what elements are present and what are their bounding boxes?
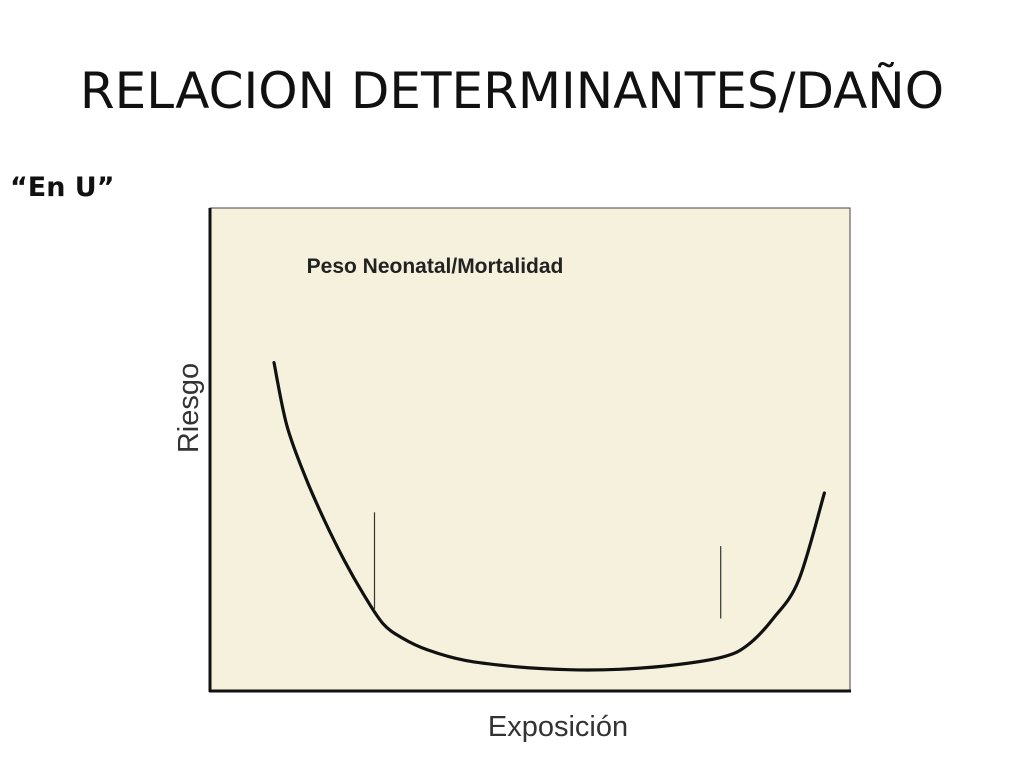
chart-title: Peso Neonatal/Mortalidad — [307, 255, 564, 278]
plot-area — [209, 207, 851, 692]
slide-title: RELACION DETERMINANTES/DAÑO — [79, 62, 945, 120]
y-axis-label: Riesgo — [173, 363, 205, 453]
x-axis-label: Exposición — [488, 711, 628, 743]
slide-subtitle: “En U” — [10, 172, 115, 203]
series-layer — [272, 361, 826, 672]
marker-layer — [373, 512, 722, 619]
u-curve-line-0 — [272, 361, 826, 672]
